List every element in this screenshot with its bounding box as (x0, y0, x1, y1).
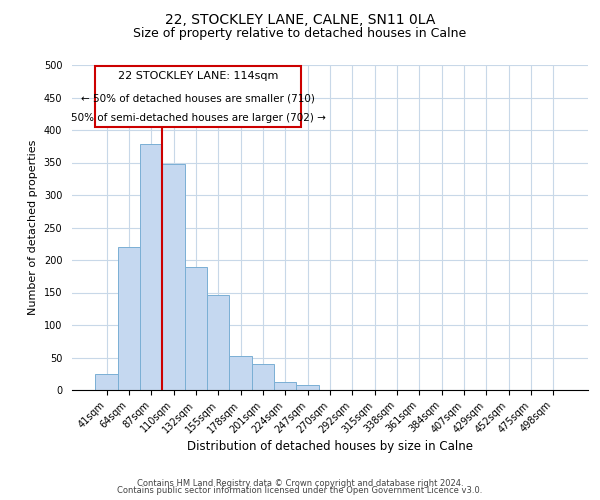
Y-axis label: Number of detached properties: Number of detached properties (28, 140, 38, 315)
Bar (252, 364, 274, 390)
Bar (296, 386, 319, 390)
Bar (229, 356, 252, 390)
Text: Contains HM Land Registry data © Crown copyright and database right 2024.: Contains HM Land Registry data © Crown c… (137, 478, 463, 488)
Bar (95, 374, 118, 390)
Bar (163, 164, 185, 390)
Text: 22, STOCKLEY LANE, CALNE, SN11 0LA: 22, STOCKLEY LANE, CALNE, SN11 0LA (165, 12, 435, 26)
Text: ← 50% of detached houses are smaller (710): ← 50% of detached houses are smaller (71… (81, 93, 315, 103)
Bar (207, 295, 229, 390)
Bar (140, 144, 163, 390)
X-axis label: Distribution of detached houses by size in Calne: Distribution of detached houses by size … (187, 440, 473, 453)
Text: Contains public sector information licensed under the Open Government Licence v3: Contains public sector information licen… (118, 486, 482, 495)
Text: Size of property relative to detached houses in Calne: Size of property relative to detached ho… (133, 28, 467, 40)
Bar (185, 266, 207, 390)
Bar (118, 247, 140, 390)
Bar (274, 382, 296, 390)
Text: 50% of semi-detached houses are larger (702) →: 50% of semi-detached houses are larger (… (71, 113, 326, 123)
Text: 22 STOCKLEY LANE: 114sqm: 22 STOCKLEY LANE: 114sqm (118, 70, 278, 81)
